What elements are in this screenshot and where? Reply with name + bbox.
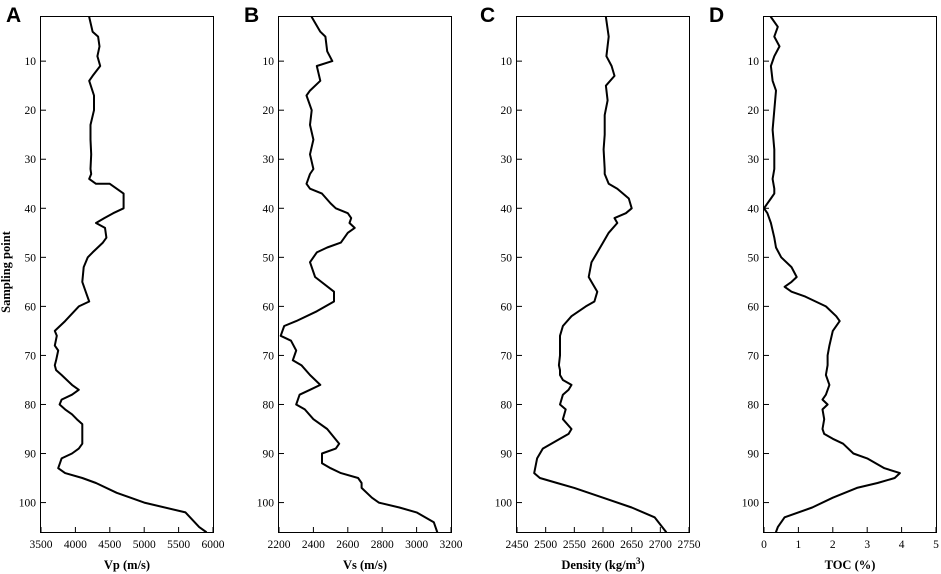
vp-x-tick-label: 5500 <box>167 539 190 551</box>
density-y-tick-label: 80 <box>501 399 513 411</box>
vp-curve <box>53 16 208 533</box>
toc-y-tick-label: 80 <box>748 399 760 411</box>
vp-y-tick-label: 50 <box>25 252 37 264</box>
vp-x-tick-label: 4500 <box>98 539 121 551</box>
toc-y-tick-label: 30 <box>748 154 760 166</box>
toc-y-tick-label: 50 <box>748 252 760 264</box>
vp-y-tick-label: 70 <box>25 350 37 362</box>
vs-y-tick-label: 70 <box>263 350 275 362</box>
vs-y-tick-label: 40 <box>263 203 275 215</box>
x-axis-label-toc: TOC (%) <box>825 558 876 572</box>
vp-plot-area: 3500 4000 4500 5000 5500 6000 10 20 30 40 50 60 70 80… <box>19 16 225 551</box>
panel-label-c: C <box>480 4 495 27</box>
vs-y-tick-label: 10 <box>263 56 275 68</box>
panel-toc: D 0 1 2 3 4 5 10 20 30 40 50 60 70 80 90 100 TOC (%) <box>709 4 939 572</box>
toc-x-tick-label: 5 <box>933 539 939 551</box>
density-x-tick-label: 2450 <box>506 539 529 551</box>
toc-x-tick-label: 3 <box>864 539 870 551</box>
toc-x-tick-label: 4 <box>899 539 905 551</box>
density-x-tick-label: 2500 <box>534 539 557 551</box>
toc-y-tick-label: 10 <box>748 56 760 68</box>
density-y-tick-label: 100 <box>495 498 513 510</box>
density-x-tick-label: 2550 <box>563 539 586 551</box>
vs-y-tick-label: 50 <box>263 252 275 264</box>
x-axis-label-density-superscript: 3 <box>636 556 641 566</box>
vp-y-tick-label: 10 <box>25 56 37 68</box>
density-y-tick-label: 90 <box>501 449 513 461</box>
density-x-tick-label: 2750 <box>678 539 701 551</box>
vp-y-tick-label: 20 <box>25 105 37 117</box>
panel-label-b: B <box>244 4 259 27</box>
x-axis-label-vp: Vp (m/s) <box>104 558 150 572</box>
toc-y-tick-label: 70 <box>748 350 760 362</box>
density-y-tick-label: 60 <box>501 301 513 313</box>
panel-density: C 2450 2500 2550 2600 2650 2700 2750 10 20 30 40 50… <box>480 4 701 572</box>
vs-y-tick-label: 80 <box>263 399 275 411</box>
vs-x-tick-label: 2600 <box>336 539 359 551</box>
vp-x-tick-label: 5000 <box>133 539 156 551</box>
toc-curve <box>763 16 901 533</box>
density-y-tick-label: 30 <box>501 154 513 166</box>
plot-frame-vp <box>40 16 214 533</box>
density-y-tick-label: 70 <box>501 350 513 362</box>
y-axis-label: Sampling point <box>0 230 13 312</box>
panel-label-d: D <box>709 4 724 27</box>
vs-x-tick-label: 2200 <box>268 539 291 551</box>
vs-y-tick-label: 90 <box>263 449 275 461</box>
plot-frame-toc <box>763 16 937 533</box>
vs-x-tick-label: 3200 <box>440 539 463 551</box>
vp-y-tick-label: 80 <box>25 399 37 411</box>
panel-vs: B 2200 2400 2600 2800 3000 3200 10 20 30 40 50 60 70… <box>244 4 463 572</box>
toc-x-tick-label: 0 <box>761 539 767 551</box>
vs-x-tick-label: 3000 <box>405 539 428 551</box>
vs-curve <box>279 16 439 533</box>
density-x-tick-label: 2600 <box>592 539 615 551</box>
density-x-tick-label: 2700 <box>649 539 672 551</box>
toc-y-tick-label: 20 <box>748 105 760 117</box>
vp-x-tick-label: 3500 <box>30 539 53 551</box>
toc-x-tick-label: 1 <box>796 539 802 551</box>
vs-y-tick-label: 100 <box>257 498 275 510</box>
vp-y-tick-label: 60 <box>25 301 37 313</box>
toc-plot-area: 0 1 2 3 4 5 10 20 30 40 50 60 70 80 90 100 <box>742 16 939 551</box>
panel-vp: A 3500 4000 4500 5000 5500 6000 10 20 30 40 50 60 70… <box>0 4 225 572</box>
vp-y-tick-label: 30 <box>25 154 37 166</box>
toc-y-tick-label: 90 <box>748 449 760 461</box>
vp-y-tick-label: 90 <box>25 449 37 461</box>
x-axis-label-vs: Vs (m/s) <box>343 558 387 572</box>
vs-y-tick-label: 20 <box>263 105 275 117</box>
toc-x-tick-label: 2 <box>830 539 836 551</box>
vp-x-tick-label: 6000 <box>202 539 225 551</box>
x-axis-label-density: Density (kg/m3) <box>561 556 644 572</box>
density-y-tick-label: 20 <box>501 105 513 117</box>
vs-x-tick-label: 2400 <box>302 539 325 551</box>
toc-y-tick-label: 60 <box>748 301 760 313</box>
density-y-tick-label: 10 <box>501 56 513 68</box>
panel-label-a: A <box>6 4 21 27</box>
vp-x-tick-label: 4000 <box>64 539 87 551</box>
plot-frame-vs <box>278 16 452 533</box>
vs-x-tick-label: 2800 <box>371 539 394 551</box>
density-curve <box>533 16 668 533</box>
vs-y-tick-label: 30 <box>263 154 275 166</box>
vs-plot-area: 2200 2400 2600 2800 3000 3200 10 20 30 40 50 60 70 80… <box>257 16 463 551</box>
density-x-tick-label: 2650 <box>620 539 643 551</box>
plot-frame-density <box>516 16 690 533</box>
vp-y-tick-label: 40 <box>25 203 37 215</box>
vp-y-tick-label: 100 <box>19 498 37 510</box>
toc-y-tick-label: 100 <box>742 498 760 510</box>
density-plot-area: 2450 2500 2550 2600 2650 2700 2750 10 20 30 40 50 60… <box>495 16 701 551</box>
density-y-tick-label: 40 <box>501 203 513 215</box>
toc-y-tick-label: 40 <box>748 203 760 215</box>
density-y-tick-label: 50 <box>501 252 513 264</box>
vs-y-tick-label: 60 <box>263 301 275 313</box>
